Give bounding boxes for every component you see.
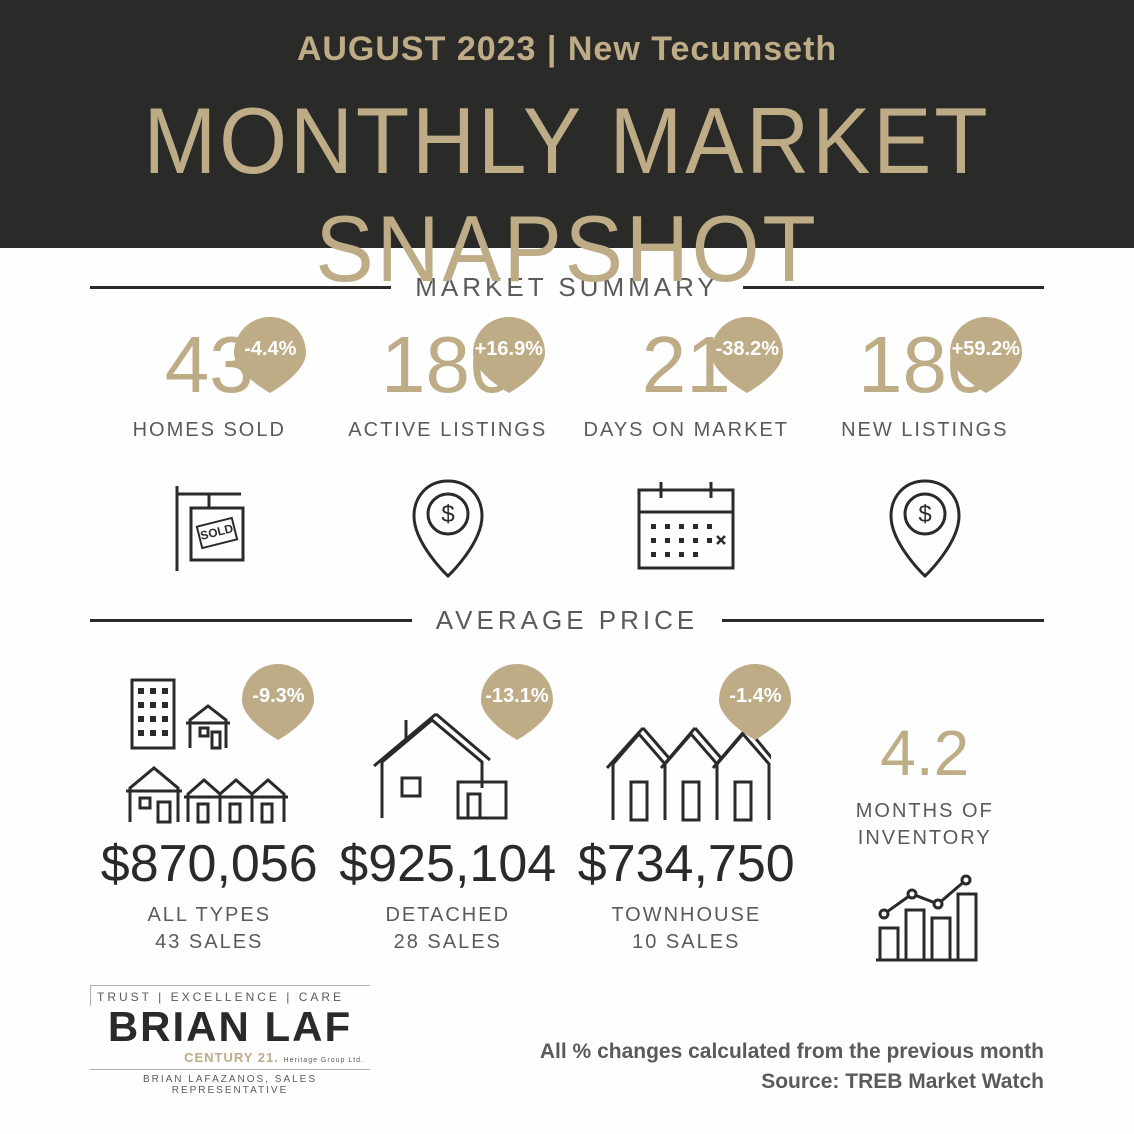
note-line: Source: TREB Market Watch <box>540 1067 1044 1096</box>
logo-name: BRIAN LAF <box>90 1006 370 1048</box>
price-all-types: -9.3% $870,056 ALL TYPES 43 SALES <box>90 656 329 965</box>
price-value: $925,104 <box>335 834 562 894</box>
delta-text: -13.1% <box>485 685 548 708</box>
delta-text: +16.9% <box>475 338 543 361</box>
divider-line <box>722 619 1044 622</box>
price-label: DETACHED 28 SALES <box>335 902 562 956</box>
delta-pin-icon: -9.3% <box>236 660 320 744</box>
delta-pin-icon: -4.4% <box>228 313 312 397</box>
price-townhouse: -1.4% $734,750 TOWNHOUSE 10 SALES <box>567 656 806 965</box>
logo-brokerage: CENTURY 21. Heritage Group Ltd. <box>90 1050 370 1065</box>
note-line: All % changes calculated from the previo… <box>540 1037 1044 1066</box>
footer: TRUST | EXCELLENCE | CARE BRIAN LAF CENT… <box>90 985 1044 1096</box>
divider-line <box>90 619 412 622</box>
svg-text:$: $ <box>918 501 931 528</box>
inventory-cell: 4.2 MONTHS OF INVENTORY <box>806 656 1045 965</box>
delta-pin-icon: +16.9% <box>467 313 551 397</box>
price-label: ALL TYPES 43 SALES <box>96 902 323 956</box>
price-label: TOWNHOUSE 10 SALES <box>573 902 800 956</box>
chart-icon <box>812 870 1039 965</box>
summary-icons-row: SOLD $ <box>90 476 1044 581</box>
delta-pin-icon: -1.4% <box>713 660 797 744</box>
price-value: $870,056 <box>96 834 323 894</box>
stat-label: DAYS ON MARKET <box>567 419 806 442</box>
delta-text: -1.4% <box>729 685 781 708</box>
stat-label: ACTIVE LISTINGS <box>329 419 568 442</box>
inventory-value: 4.2 <box>812 716 1039 790</box>
delta-pin-icon: -13.1% <box>475 660 559 744</box>
delta-pin-icon: +59.2% <box>944 313 1028 397</box>
delta-text: -4.4% <box>244 338 296 361</box>
stat-homes-sold: 43 HOMES SOLD -4.4% <box>90 319 329 442</box>
section-label-price: AVERAGE PRICE <box>436 605 698 636</box>
section-divider-price: AVERAGE PRICE <box>90 605 1044 636</box>
header-banner: AUGUST 2023 | New Tecumseth MONTHLY MARK… <box>0 0 1134 248</box>
delta-text: -38.2% <box>716 338 779 361</box>
dollar-pin-icon: $ <box>329 476 568 581</box>
delta-text: -9.3% <box>252 685 304 708</box>
stat-new-listings: 180 NEW LISTINGS +59.2% <box>806 319 1045 442</box>
price-detached: -13.1% $925,104 DETACHED 28 SALES <box>329 656 568 965</box>
delta-pin-icon: -38.2% <box>705 313 789 397</box>
stat-active-listings: 180 ACTIVE LISTINGS +16.9% <box>329 319 568 442</box>
dollar-pin-icon: $ <box>806 476 1045 581</box>
price-value: $734,750 <box>573 834 800 894</box>
footer-notes: All % changes calculated from the previo… <box>540 1037 1044 1096</box>
inventory-label: MONTHS OF INVENTORY <box>812 798 1039 852</box>
price-grid: -9.3% $870,056 ALL TYPES 43 SALES <box>90 656 1044 965</box>
agent-logo: TRUST | EXCELLENCE | CARE BRIAN LAF CENT… <box>90 985 370 1096</box>
stat-label: HOMES SOLD <box>90 419 329 442</box>
logo-subtitle: BRIAN LAFAZANOS, SALES REPRESENTATIVE <box>90 1069 370 1096</box>
sold-sign-icon: SOLD <box>90 476 329 581</box>
stat-days-on-market: 21 DAYS ON MARKET -38.2% <box>567 319 806 442</box>
summary-stats-row: 43 HOMES SOLD -4.4% 180 ACTIVE LISTINGS … <box>90 319 1044 442</box>
calendar-icon <box>567 476 806 581</box>
stat-label: NEW LISTINGS <box>806 419 1045 442</box>
header-title: MONTHLY MARKET SNAPSHOT <box>40 87 1095 303</box>
svg-text:$: $ <box>441 501 454 528</box>
header-subheading: AUGUST 2023 | New Tecumseth <box>0 30 1134 69</box>
delta-text: +59.2% <box>952 338 1020 361</box>
